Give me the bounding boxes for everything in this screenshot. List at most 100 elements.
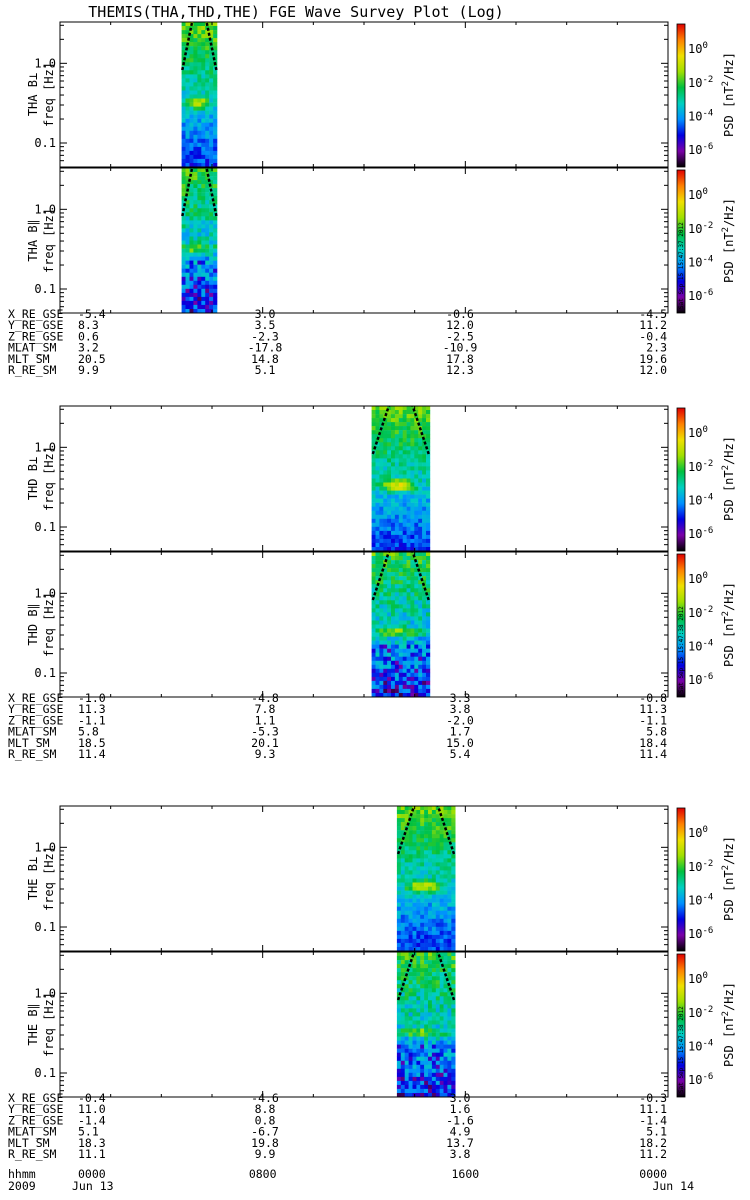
ephemeris-value: 14.8 xyxy=(251,352,279,366)
spectrogram-cell xyxy=(404,964,409,969)
spectrogram-cell xyxy=(371,684,376,690)
spectrogram-cell xyxy=(185,204,190,209)
spectrogram-cell xyxy=(197,30,202,35)
spectrogram-cell xyxy=(197,150,202,156)
spectrogram-cell xyxy=(371,542,376,548)
spectrogram-cell xyxy=(431,886,437,891)
spectrogram-cell xyxy=(426,652,431,657)
spectrogram-cell xyxy=(408,942,413,948)
spectrogram-cell xyxy=(398,576,403,581)
spectrogram-cell xyxy=(398,693,403,698)
spectrogram-cell xyxy=(412,858,417,863)
colorbar-tick-label: 10-4 xyxy=(688,493,713,508)
spectrogram-cell xyxy=(414,640,419,645)
spectrogram-cell xyxy=(193,86,198,91)
spectrogram-cell xyxy=(426,430,431,435)
spectrogram-cell xyxy=(189,224,194,229)
spectrogram-cell xyxy=(391,628,396,633)
spectrogram-cell xyxy=(383,580,388,585)
spectrogram-cell xyxy=(416,818,421,823)
spectrogram-cell xyxy=(394,454,400,459)
spectrogram-cell xyxy=(443,918,448,924)
spectrogram-cell xyxy=(387,414,392,419)
spectrogram-cell xyxy=(431,992,437,997)
spectrogram-cell xyxy=(197,86,202,91)
spectrogram-cell xyxy=(387,656,392,661)
spectrogram-cell xyxy=(431,910,437,915)
spectrogram-cell xyxy=(404,1068,409,1074)
y-tick-label: 1.0 xyxy=(34,986,56,1000)
spectrogram-cell xyxy=(383,430,388,435)
spectrogram-cell xyxy=(394,604,400,609)
spectrogram-cell xyxy=(408,960,413,965)
spectrogram-cell xyxy=(422,620,427,625)
spectrogram-cell xyxy=(375,648,380,653)
spectrogram-cell xyxy=(424,1056,429,1061)
spectrogram-cell xyxy=(424,1000,429,1005)
spectrogram-cell xyxy=(379,418,384,423)
spectrogram-cell xyxy=(418,588,423,593)
spectrogram-cell xyxy=(447,1080,452,1086)
boundary-trace-left xyxy=(396,951,416,1001)
spectrogram-cell xyxy=(201,114,206,119)
spectrogram-cell xyxy=(424,890,429,895)
spectrogram-cell xyxy=(189,232,194,237)
spectrogram-cell xyxy=(404,830,409,835)
spectrogram-cell xyxy=(193,134,198,140)
spectrogram-cell xyxy=(383,426,388,431)
spectrogram-cell xyxy=(205,34,210,39)
spectrogram-cell xyxy=(428,870,433,875)
spectrogram-cell xyxy=(205,292,210,298)
spectrogram-cell xyxy=(412,1036,417,1041)
spectrogram-cell xyxy=(424,1088,429,1094)
spectrogram-cell xyxy=(414,596,419,601)
spectrogram-cell xyxy=(408,1072,413,1078)
spectrogram-cell xyxy=(416,964,421,969)
spectrogram-cell xyxy=(414,684,419,690)
spectrogram-cell xyxy=(205,224,210,229)
spectrogram-cell xyxy=(428,826,433,831)
ephemeris-value: 3.3 xyxy=(450,691,471,705)
ephemeris-value: 7.8 xyxy=(255,702,276,716)
spectrogram-cell xyxy=(205,86,210,91)
spectrogram-cell xyxy=(396,1028,402,1033)
spectrogram-cell xyxy=(414,410,419,415)
spectrogram-cell xyxy=(209,94,214,99)
spectrogram-cell xyxy=(418,466,423,471)
spectrogram-cell xyxy=(379,430,384,435)
spectrogram-cell xyxy=(408,1052,413,1057)
spectrogram-cell xyxy=(398,620,403,625)
spectrogram-cell xyxy=(383,660,388,666)
spectrogram-cell xyxy=(447,1072,452,1078)
spectrogram-cell xyxy=(412,922,417,928)
spectrogram-cell xyxy=(451,1052,456,1057)
spectrogram-cell xyxy=(391,450,396,455)
spectrogram-cell xyxy=(398,592,403,597)
spectrogram-cell xyxy=(209,34,214,39)
spectrogram-cell xyxy=(201,70,206,75)
spectrogram-cell xyxy=(451,1088,456,1094)
spectrogram-cell xyxy=(193,176,198,181)
spectrogram-cell xyxy=(398,608,403,613)
spectrogram-cell xyxy=(406,612,411,617)
spectrogram-cell xyxy=(422,652,427,657)
spectrogram-cell xyxy=(424,850,429,855)
spectrogram-cell xyxy=(398,466,403,471)
spectrogram-cell xyxy=(406,486,411,491)
spectrogram-cell xyxy=(205,54,210,59)
ephemeris-value: 3.5 xyxy=(255,318,276,332)
spectrogram-cell xyxy=(398,572,403,577)
spectrogram-cell xyxy=(443,898,448,903)
spectrogram-cell xyxy=(426,656,431,661)
spectrogram-cell xyxy=(428,830,433,835)
ephemeris-value: -1.1 xyxy=(78,713,106,727)
spectrogram-cell xyxy=(451,947,456,952)
spectrogram-cell xyxy=(447,1048,452,1053)
spectrogram-cell xyxy=(431,1020,437,1025)
spectrogram-cell xyxy=(428,886,433,891)
spectrogram-cell xyxy=(371,628,376,633)
spectrogram-cell xyxy=(391,530,396,536)
spectrogram-cell xyxy=(426,462,431,467)
spectrogram-cell xyxy=(447,947,452,952)
